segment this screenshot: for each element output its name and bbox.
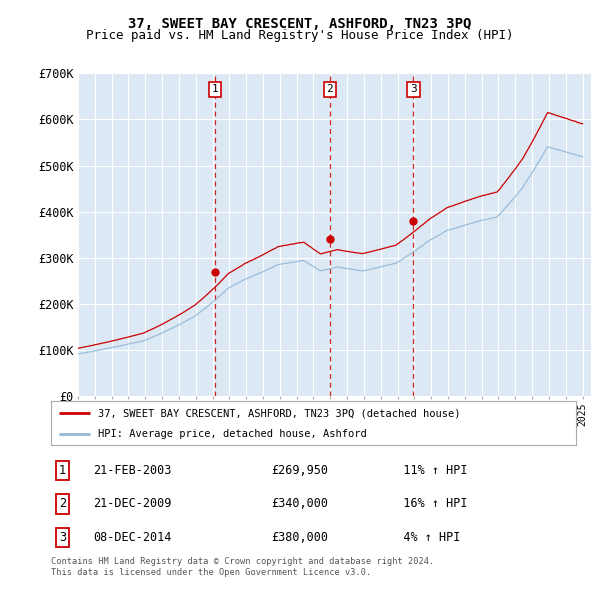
Text: This data is licensed under the Open Government Licence v3.0.: This data is licensed under the Open Gov… bbox=[51, 568, 371, 576]
Text: 4% ↑ HPI: 4% ↑ HPI bbox=[382, 531, 460, 544]
Text: 37, SWEET BAY CRESCENT, ASHFORD, TN23 3PQ (detached house): 37, SWEET BAY CRESCENT, ASHFORD, TN23 3P… bbox=[98, 408, 461, 418]
Text: 08-DEC-2014: 08-DEC-2014 bbox=[93, 531, 172, 544]
Text: 3: 3 bbox=[59, 531, 66, 544]
Text: HPI: Average price, detached house, Ashford: HPI: Average price, detached house, Ashf… bbox=[98, 430, 367, 440]
Text: £340,000: £340,000 bbox=[271, 497, 329, 510]
Text: 3: 3 bbox=[410, 84, 417, 94]
Text: £380,000: £380,000 bbox=[271, 531, 329, 544]
Text: 21-FEB-2003: 21-FEB-2003 bbox=[93, 464, 172, 477]
Text: 2: 2 bbox=[59, 497, 66, 510]
Text: Price paid vs. HM Land Registry's House Price Index (HPI): Price paid vs. HM Land Registry's House … bbox=[86, 29, 514, 42]
Text: 16% ↑ HPI: 16% ↑ HPI bbox=[382, 497, 467, 510]
Text: 1: 1 bbox=[211, 84, 218, 94]
Text: 21-DEC-2009: 21-DEC-2009 bbox=[93, 497, 172, 510]
Text: 2: 2 bbox=[326, 84, 333, 94]
Text: 1: 1 bbox=[59, 464, 66, 477]
Text: 11% ↑ HPI: 11% ↑ HPI bbox=[382, 464, 467, 477]
Text: Contains HM Land Registry data © Crown copyright and database right 2024.: Contains HM Land Registry data © Crown c… bbox=[51, 557, 434, 566]
Text: £269,950: £269,950 bbox=[271, 464, 329, 477]
Text: 37, SWEET BAY CRESCENT, ASHFORD, TN23 3PQ: 37, SWEET BAY CRESCENT, ASHFORD, TN23 3P… bbox=[128, 17, 472, 31]
